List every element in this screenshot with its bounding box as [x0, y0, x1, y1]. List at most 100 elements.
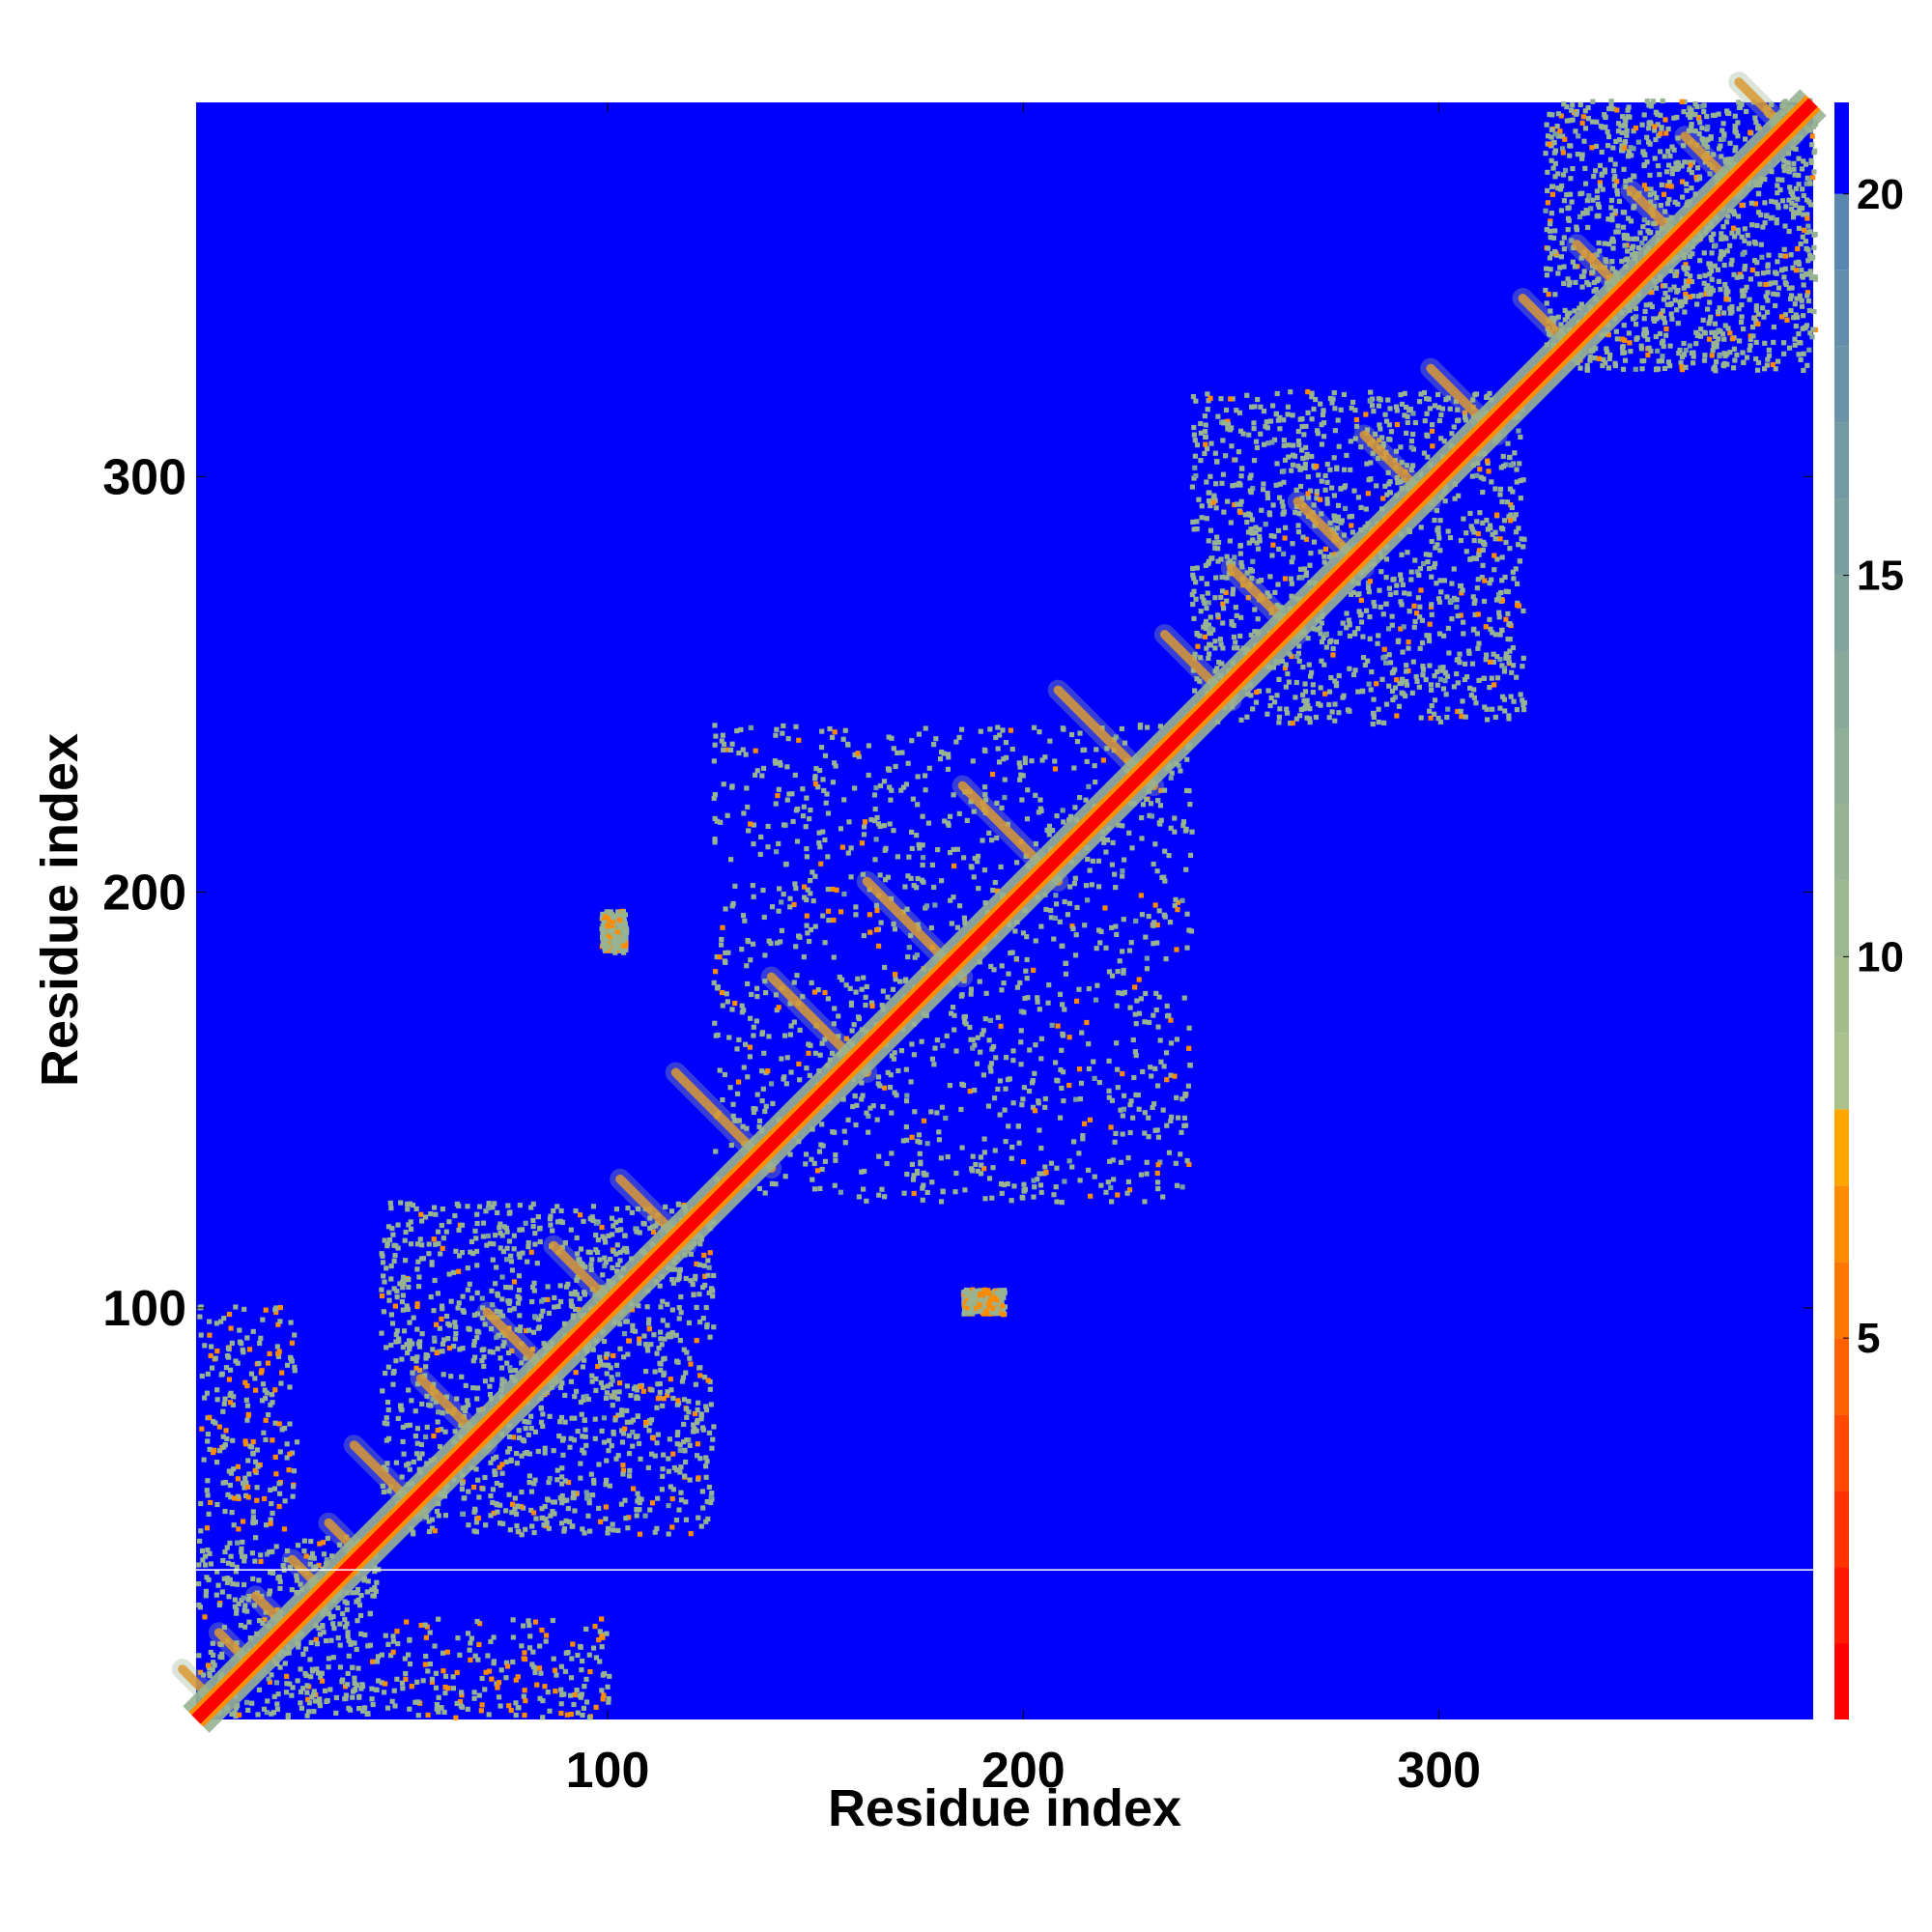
contact-cell [1238, 717, 1244, 723]
contact-cell [1042, 1164, 1048, 1170]
contact-cell [1033, 840, 1038, 847]
contact-cell [429, 1517, 436, 1522]
contact-cell [1302, 681, 1308, 687]
contact-cell [954, 846, 960, 852]
contact-cell [1213, 505, 1219, 511]
contact-cell [488, 1326, 495, 1332]
contact-cell [736, 1037, 742, 1043]
contact-cell [1127, 1102, 1133, 1108]
contact-cell [687, 1355, 693, 1361]
contact-cell [702, 1273, 708, 1279]
contact-cell [1471, 687, 1477, 693]
contact-cell [1193, 472, 1199, 479]
contact-cell [760, 1086, 766, 1092]
contact-cell [634, 1229, 639, 1235]
contact-cell [1048, 915, 1054, 921]
contact-cell [1318, 401, 1323, 407]
contact-cell [959, 992, 965, 998]
contact-cell [1174, 947, 1179, 952]
contact-cell [1445, 706, 1451, 712]
contact-cell [703, 1455, 709, 1461]
contact-cell [532, 1231, 538, 1236]
contact-cell [670, 1395, 676, 1402]
contact-cell [513, 1511, 520, 1518]
contact-cell [1191, 424, 1197, 431]
contact-cell [1294, 653, 1300, 660]
contact-cell [384, 1421, 390, 1427]
contact-cell [1020, 773, 1026, 779]
contact-cell [1406, 408, 1412, 413]
contact-cell [1247, 475, 1253, 481]
contact-cell [450, 1269, 457, 1275]
contact-cell [585, 1513, 591, 1519]
contact-cell [480, 1486, 486, 1492]
contact-cell [383, 1370, 388, 1377]
contact-cell [975, 853, 981, 859]
contact-cell [410, 1202, 416, 1208]
contact-cell [1096, 1079, 1102, 1086]
contact-cell [319, 1670, 325, 1676]
contact-cell [605, 1525, 611, 1531]
contact-cell [1318, 549, 1323, 554]
contact-cell [417, 1367, 423, 1374]
contact-cell [1184, 1158, 1190, 1164]
contact-cell [224, 1576, 231, 1581]
contact-cell [980, 1032, 985, 1037]
contact-cell [1690, 350, 1696, 355]
contact-cell [492, 1468, 497, 1474]
contact-cell [1547, 111, 1552, 117]
contact-cell [888, 797, 894, 803]
contact-cell [847, 985, 853, 991]
contact-cell [538, 1313, 544, 1319]
contact-cell [249, 1550, 255, 1556]
contact-cell [1024, 976, 1030, 981]
contact-cell [1086, 1041, 1092, 1047]
contact-cell [744, 785, 750, 791]
contact-cell [817, 767, 823, 774]
contact-cell [1462, 414, 1468, 420]
contact-cell [537, 1238, 543, 1245]
contact-cell [542, 1503, 548, 1510]
contact-cell [1157, 803, 1164, 809]
contact-cell [1426, 633, 1432, 639]
contact-cell [707, 1334, 713, 1340]
contact-cell [622, 1497, 628, 1503]
contact-cell [1494, 654, 1500, 660]
contact-cell [1509, 504, 1515, 511]
contact-cell [696, 1400, 701, 1406]
contact-cell [673, 1358, 680, 1364]
contact-cell [407, 1201, 412, 1207]
contact-cell [1514, 479, 1520, 485]
contact-cell [999, 963, 1005, 969]
contact-cell [1334, 526, 1340, 531]
contact-cell [1503, 651, 1509, 657]
contact-cell [1102, 905, 1108, 911]
contact-cell [1626, 236, 1632, 242]
contact-cell [1025, 995, 1031, 1001]
contact-cell [1296, 575, 1302, 581]
contact-cell [909, 1134, 915, 1140]
contact-cell [734, 1046, 740, 1052]
contact-cell [1118, 1159, 1124, 1165]
contact-cell [519, 1360, 525, 1366]
contact-cell [905, 873, 911, 879]
contact-cell [609, 1394, 614, 1400]
contact-cell [326, 1656, 331, 1662]
contact-cell [1387, 479, 1393, 485]
contact-cell [787, 1151, 793, 1157]
contact-cell [1484, 517, 1490, 524]
contact-cell [1492, 632, 1498, 638]
contact-cell [882, 877, 889, 883]
contact-cell [705, 1516, 711, 1522]
contact-cell [1652, 128, 1658, 133]
contact-cell [504, 1229, 510, 1235]
contact-cell [874, 927, 880, 933]
contact-cell [1002, 1107, 1008, 1113]
contact-cell [580, 1447, 585, 1453]
contact-cell [1393, 448, 1400, 454]
contact-cell [242, 1624, 248, 1630]
contact-cell [1463, 714, 1468, 720]
contact-cell [234, 1606, 240, 1613]
contact-cell [1053, 1184, 1059, 1190]
contact-cell [258, 1558, 264, 1564]
